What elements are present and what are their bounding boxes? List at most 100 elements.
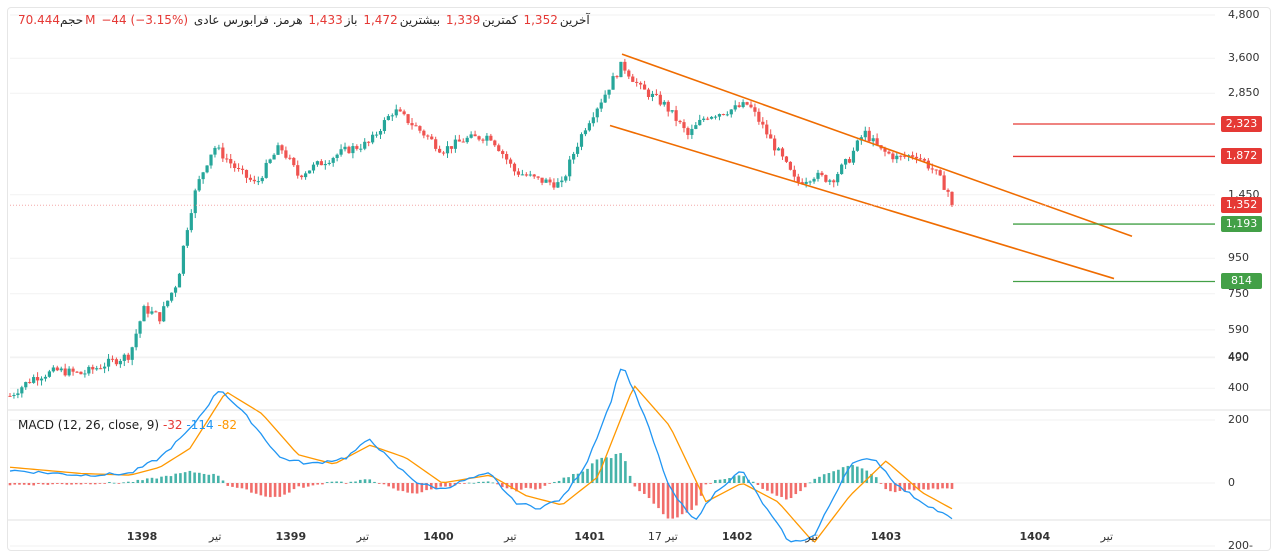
candle-body <box>311 164 316 171</box>
candle-body <box>240 168 245 170</box>
macd-line-value: -114 <box>186 418 214 432</box>
macd-histogram-bar <box>420 483 424 493</box>
candle-body <box>761 121 765 125</box>
macd-histogram-bar <box>704 483 708 485</box>
candle-body <box>233 163 237 169</box>
candle-body <box>650 93 655 97</box>
macd-histogram-bar <box>216 475 220 483</box>
macd-histogram-bar <box>79 483 83 485</box>
candle-body <box>154 311 158 313</box>
candle-body <box>193 190 197 214</box>
symbol-name[interactable]: هرمز. فرابورس عادی <box>193 13 303 27</box>
candle-body <box>524 174 528 176</box>
macd-histogram-bar <box>756 483 760 486</box>
candle-body <box>635 81 639 83</box>
macd-histogram-bar <box>340 481 343 483</box>
macd-histogram-bar <box>74 483 78 485</box>
macd-histogram-bar <box>557 480 561 483</box>
candle-body <box>371 134 375 143</box>
candle-body <box>390 115 394 117</box>
candle-body <box>351 146 355 154</box>
candle-body <box>950 191 954 206</box>
macd-histogram-bar <box>723 479 727 483</box>
macd-histogram-bar <box>56 483 59 484</box>
volume-value: 70.444M <box>18 13 96 27</box>
macd-histogram-bar <box>676 483 679 518</box>
candle-body <box>363 141 367 149</box>
candle-body <box>181 245 186 274</box>
candle-body <box>631 76 635 82</box>
price-axis-label: 490 <box>1228 350 1249 364</box>
candle-body <box>843 159 848 165</box>
candle-body <box>709 116 714 119</box>
macd-histogram-bar <box>941 483 944 489</box>
macd-histogram-bar <box>562 477 566 483</box>
macd-histogram-bar <box>8 483 12 486</box>
candle-body <box>883 148 887 152</box>
candle-body <box>828 180 832 182</box>
macd-histogram-bar <box>794 483 798 495</box>
candle-body <box>753 107 757 112</box>
macd-histogram-bar <box>595 459 599 483</box>
candle-body <box>264 162 268 178</box>
candle-body <box>895 155 899 160</box>
candle-body <box>315 161 320 165</box>
macd-histogram-bar <box>865 470 869 483</box>
macd-histogram-bar <box>732 476 736 483</box>
candle-body <box>532 174 536 177</box>
channel-lower-line <box>609 124 1115 280</box>
macd-histogram-bar <box>751 481 755 483</box>
candle-body <box>654 93 658 95</box>
candle-body <box>16 393 20 396</box>
candle-body <box>544 179 548 183</box>
macd-histogram-bar <box>808 482 812 484</box>
macd-histogram-bar <box>567 477 570 483</box>
candle-body <box>505 154 509 160</box>
candle-body <box>603 94 607 103</box>
macd-histogram-bar <box>18 483 21 485</box>
macd-histogram-bar <box>425 483 428 491</box>
candle-body <box>946 189 950 192</box>
macd-histogram-bar <box>335 481 338 483</box>
candle-body <box>508 159 513 164</box>
macd-histogram-bar <box>231 483 234 487</box>
candle-body <box>284 150 288 158</box>
macd-histogram-bar <box>406 483 409 493</box>
candle-body <box>327 162 331 164</box>
macd-histogram-bar <box>690 483 693 510</box>
macd-histogram-bar <box>505 483 509 489</box>
macd-histogram-bar <box>226 483 230 486</box>
candle-body <box>304 173 308 178</box>
macd-histogram-bar <box>600 457 604 483</box>
candle-body <box>197 179 201 191</box>
candle-body <box>343 146 347 150</box>
candle-body <box>248 177 253 180</box>
macd-histogram-bar <box>292 483 296 490</box>
macd-histogram-bar <box>174 473 177 483</box>
candle-body <box>796 176 800 183</box>
candle-body <box>769 134 773 139</box>
candle-body <box>469 134 473 138</box>
macd-histogram-bar <box>401 483 405 492</box>
candle-body <box>804 181 808 184</box>
candle-body <box>106 358 111 367</box>
candle-body <box>516 171 521 175</box>
candle-body <box>169 292 174 301</box>
candle-body <box>910 155 915 157</box>
macd-histogram-bar <box>240 483 244 489</box>
macd-histogram-bar <box>671 483 675 519</box>
candle-body <box>611 76 615 90</box>
candle-body <box>71 368 75 372</box>
macd-title[interactable]: MACD (12, 26, close, 9) <box>18 418 160 432</box>
macd-histogram-bar <box>363 479 367 483</box>
macd-histogram-bar <box>306 483 310 487</box>
candle-body <box>662 101 666 105</box>
candle-body <box>418 126 422 131</box>
candle-body <box>339 149 343 155</box>
candle-body <box>256 181 260 183</box>
candle-body <box>646 89 651 97</box>
candle-body <box>378 130 383 135</box>
macd-histogram-bar <box>377 483 381 484</box>
macd-histogram-bar <box>392 483 395 489</box>
